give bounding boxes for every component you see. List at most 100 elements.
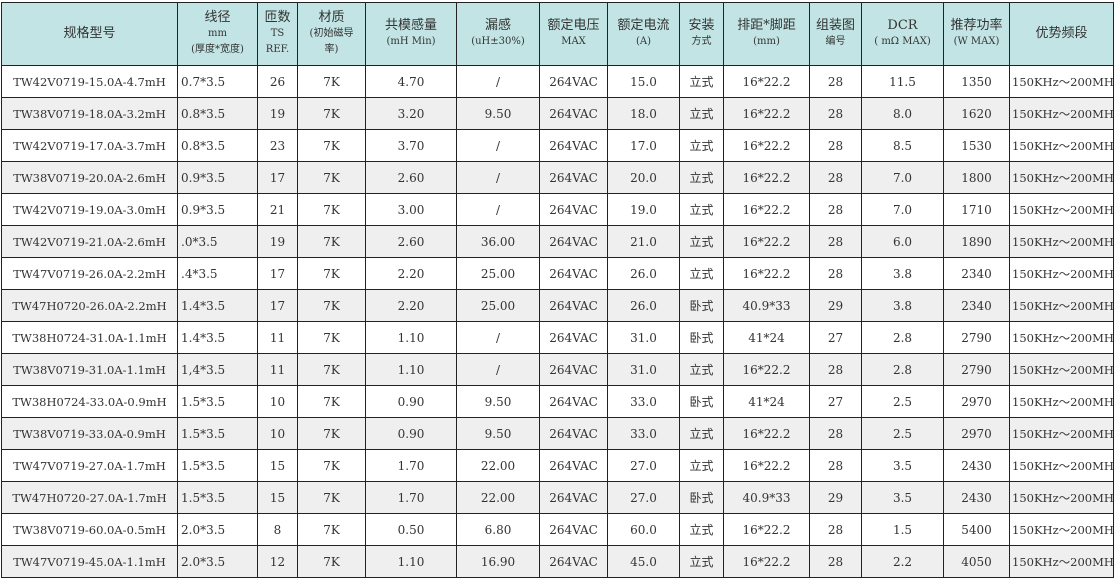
table-cell: 11 (257, 353, 298, 386)
table-cell: 立式 (679, 129, 724, 162)
table-cell: 16*22.2 (723, 65, 810, 98)
table-cell: 7K (297, 289, 366, 322)
table-cell: 16*22.2 (723, 129, 810, 162)
table-cell: 11.5 (861, 65, 944, 98)
table-cell: 1.4*3.5 (177, 321, 258, 354)
table-cell: 40.9*33 (723, 481, 810, 514)
header-sub: (W MAX) (953, 36, 1000, 47)
table-cell: 0.8*3.5 (177, 129, 258, 162)
table-cell: 12 (257, 545, 298, 578)
table-cell: 0.90 (365, 417, 457, 450)
table-cell: 2790 (943, 321, 1010, 354)
header-main: 额定电流 (617, 18, 670, 33)
table-cell: 1,4*3.5 (177, 353, 258, 386)
header-main: 排距*脚距 (737, 18, 796, 33)
table-cell: TW38V0719-60.0A-0.5mH (1, 513, 178, 546)
header-sub: TS (270, 28, 285, 39)
table-cell: 3.00 (365, 193, 457, 226)
column-header: 额定电压 MAX (539, 2, 608, 66)
table-cell: TW47V0719-26.0A-2.2mH (1, 257, 178, 290)
table-cell: 2.20 (365, 257, 457, 290)
table-cell: 16*22.2 (723, 161, 810, 194)
table-cell: TW47H0720-26.0A-2.2mH (1, 289, 178, 322)
header-sub: 编号 (825, 36, 846, 47)
table-cell: 29 (809, 481, 862, 514)
header-sub: ( mΩ MAX) (874, 36, 931, 47)
table-cell: 卧式 (679, 321, 724, 354)
header-sub: (uH±30%) (471, 36, 525, 47)
table-cell: 7K (297, 321, 366, 354)
table-cell: 7K (297, 129, 366, 162)
header-main: 额定电压 (547, 18, 600, 33)
column-header: 组装图 编号 (809, 2, 862, 66)
table-cell: TW38H0724-33.0A-0.9mH (1, 385, 178, 418)
table-cell: 27 (809, 321, 862, 354)
table-cell: 5400 (943, 513, 1010, 546)
table-cell: 7K (297, 545, 366, 578)
table-cell: 8 (257, 513, 298, 546)
table-cell: 29 (809, 289, 862, 322)
table-cell: / (456, 129, 540, 162)
table-cell: 27 (809, 385, 862, 418)
table-cell: 2.20 (365, 289, 457, 322)
table-cell: TW42V0719-15.0A-4.7mH (1, 65, 178, 98)
table-cell: 264VAC (539, 353, 608, 386)
table-row: TW38H0724-31.0A-1.1mH 1.4*3.5 11 7K 1.10/264… (1, 321, 1114, 354)
table-cell: 150KHz～200MHz (1009, 225, 1114, 258)
table-row: TW38V0719-60.0A-0.5mH 2.0*3.5 8 7K 0.50 6.80 2… (1, 513, 1114, 546)
table-cell: TW38H0724-31.0A-1.1mH (1, 321, 178, 354)
table-cell: 9.50 (456, 97, 540, 130)
table-cell: 7K (297, 193, 366, 226)
table-cell: 16*22.2 (723, 257, 810, 290)
table-cell: 1.5*3.5 (177, 449, 258, 482)
table-cell: 16*22.2 (723, 449, 810, 482)
header-sub2: 率) (324, 44, 339, 55)
table-cell: 27.0 (607, 449, 680, 482)
column-header: 匝数 TS REF. (257, 2, 298, 66)
table-cell: 150KHz～200MHz (1009, 97, 1114, 130)
table-cell: 2.0*3.5 (177, 513, 258, 546)
table-cell: 22.00 (456, 481, 540, 514)
table-row: TW38V0719-31.0A-1.1mH 1,4*3.5 11 7K 1.10/264… (1, 353, 1114, 386)
table-cell: 3.8 (861, 257, 944, 290)
table-row: TW42V0719-15.0A-4.7mH 0.7*3.5 26 7K 4.70/264… (1, 65, 1114, 98)
table-cell: 1530 (943, 129, 1010, 162)
table-cell: 1.10 (365, 321, 457, 354)
table-cell: TW38V0719-18.0A-3.2mH (1, 97, 178, 130)
header-sub2: REF. (265, 44, 290, 55)
column-header: 共模感量 (mH Min) (365, 2, 457, 66)
table-row: TW42V0719-19.0A-3.0mH 0.9*3.5 21 7K 3.00/264… (1, 193, 1114, 226)
table-cell: TW42V0719-21.0A-2.6mH (1, 225, 178, 258)
table-cell: 2.8 (861, 353, 944, 386)
table-cell: TW42V0719-17.0A-3.7mH (1, 129, 178, 162)
table-cell: 28 (809, 129, 862, 162)
table-cell: 6.0 (861, 225, 944, 258)
table-cell: 19.0 (607, 193, 680, 226)
column-header: 推荐功率 (W MAX) (943, 2, 1010, 66)
table-cell: 31.0 (607, 321, 680, 354)
table-cell: 21 (257, 193, 298, 226)
table-cell: 33.0 (607, 385, 680, 418)
table-cell: TW38V0719-20.0A-2.6mH (1, 161, 178, 194)
table-cell: 150KHz～200MHz (1009, 385, 1114, 418)
table-cell: 28 (809, 193, 862, 226)
table-cell: 23 (257, 129, 298, 162)
table-cell: 立式 (679, 449, 724, 482)
table-cell: 立式 (679, 97, 724, 130)
table-cell: 19 (257, 97, 298, 130)
table-cell: 28 (809, 449, 862, 482)
header-sub: (mm) (753, 36, 780, 47)
table-cell: 卧式 (679, 385, 724, 418)
header-sub: (初始磁导 (309, 28, 354, 39)
table-cell: 45.0 (607, 545, 680, 578)
column-header: 规格型号 (1, 2, 178, 66)
table-cell: 264VAC (539, 225, 608, 258)
table-cell: 1.70 (365, 481, 457, 514)
table-cell: 26.0 (607, 289, 680, 322)
table-cell: TW38V0719-33.0A-0.9mH (1, 417, 178, 450)
table-cell: 16*22.2 (723, 513, 810, 546)
table-cell: 28 (809, 225, 862, 258)
column-header: 额定电流 (A) (607, 2, 680, 66)
table-cell: 17 (257, 257, 298, 290)
table-cell: 2340 (943, 257, 1010, 290)
